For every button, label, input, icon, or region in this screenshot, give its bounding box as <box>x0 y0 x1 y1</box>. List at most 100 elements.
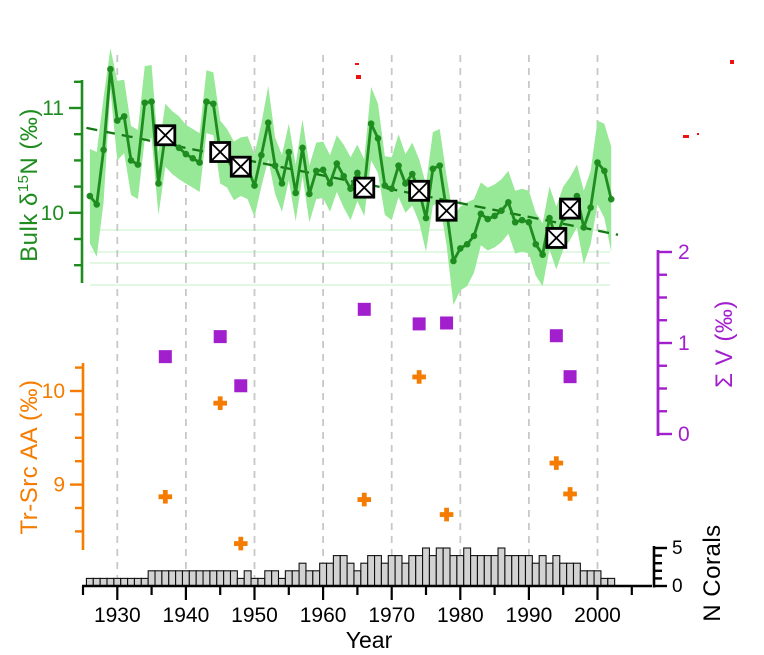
coral-histogram-bar <box>264 570 273 587</box>
bulk-point <box>518 216 526 224</box>
bulk-point <box>491 212 498 220</box>
coral-histogram-bar <box>463 547 472 587</box>
bulk-point <box>306 190 313 198</box>
coral-histogram-bar <box>545 562 554 587</box>
x-tick-label: 1950 <box>231 604 278 627</box>
coral-histogram-bar <box>394 555 403 587</box>
bulk-point <box>347 185 354 192</box>
coral-histogram-bar <box>161 570 170 587</box>
red-artifact-mark <box>356 75 361 79</box>
tr-src-tick-label: 10 <box>42 380 65 403</box>
bulk-point <box>505 199 512 206</box>
bulk-point <box>539 251 546 259</box>
bulk-d15n-axis-title: Bulk δ15N (‰) <box>16 65 44 305</box>
red-artifact-mark <box>697 133 699 135</box>
red-artifact-mark <box>730 60 734 64</box>
coral-histogram-bar <box>209 570 218 587</box>
coral-histogram-bar <box>243 570 252 587</box>
coral-histogram-bar <box>490 555 499 587</box>
coral-histogram-bar <box>538 555 547 587</box>
boxed-x-diagonal <box>230 156 251 177</box>
boxed-x-diagonal <box>354 177 375 198</box>
x-tick-label: 2000 <box>574 604 621 627</box>
bulk-point <box>134 161 142 168</box>
boxed-x-diagonal <box>559 198 581 219</box>
boxed-x-diagonal <box>210 141 231 163</box>
coral-histogram-bar <box>319 562 328 587</box>
bulk-point <box>86 192 94 200</box>
coral-histogram-bar <box>504 555 513 587</box>
bulk-point <box>587 204 594 211</box>
sigma-v-point <box>357 302 371 316</box>
sigma-v-point <box>234 379 248 393</box>
coral-histogram-bar <box>305 570 314 587</box>
bulk-point <box>326 180 334 187</box>
sigma-v-point <box>549 329 563 343</box>
bulk-point <box>498 207 505 215</box>
bulk-point <box>422 214 430 222</box>
sigma-v-point <box>412 317 426 331</box>
confidence-band <box>89 48 612 306</box>
bulk-point <box>271 162 279 169</box>
bulk-point <box>340 172 347 180</box>
coral-histogram-bar <box>572 562 581 587</box>
coral-histogram-bar <box>476 555 485 587</box>
bulk-point <box>189 155 197 162</box>
bulk-point <box>258 151 265 159</box>
bulk-point <box>607 195 615 203</box>
coral-histogram-bar <box>470 555 478 587</box>
n-corals-tick-label: 0 <box>672 576 683 597</box>
bulk-point <box>463 240 471 248</box>
boxed-x-diagonal <box>436 200 457 221</box>
coral-histogram-bar <box>518 555 527 587</box>
coral-histogram-bar <box>229 570 238 587</box>
bulk-point <box>319 166 327 174</box>
bulk-point <box>100 146 107 154</box>
bulk-point <box>196 159 203 166</box>
bulk-point <box>127 157 135 164</box>
coral-histogram-bar <box>195 570 204 587</box>
bulk-point <box>148 98 155 106</box>
bulk-point <box>450 257 457 265</box>
bulk-point <box>573 192 581 200</box>
coral-histogram-bar <box>579 570 588 587</box>
coral-histogram-bar <box>360 562 369 587</box>
bulk-point <box>381 182 389 189</box>
coral-histogram-bar <box>367 555 376 587</box>
bulk-point <box>107 65 114 73</box>
x-tick-label: 1940 <box>163 604 210 627</box>
bulk-point <box>285 148 293 156</box>
bulk-tick-label: 10 <box>41 202 64 225</box>
bulk-point <box>374 135 382 142</box>
bulk-point <box>292 189 299 197</box>
bulk-point <box>525 218 533 226</box>
bulk-point <box>594 159 601 166</box>
coral-histogram-bar <box>216 570 225 587</box>
coral-histogram-bar <box>435 547 444 587</box>
coral-histogram-bar <box>586 570 595 587</box>
bulk-point <box>580 224 588 231</box>
sigma-v-tick-label: 0 <box>678 423 690 446</box>
coral-histogram-bar <box>312 570 321 587</box>
coral-histogram-bar <box>353 570 362 587</box>
bulk-point <box>278 180 286 187</box>
bulk-point <box>312 167 320 175</box>
coral-histogram-bar <box>408 555 417 587</box>
coral-histogram-bar <box>559 562 568 587</box>
bulk-point <box>114 117 121 124</box>
sigma-v-point <box>158 350 172 364</box>
bulk-point <box>155 180 162 187</box>
coral-histogram-bar <box>531 562 540 587</box>
bulk-point <box>203 98 210 106</box>
coral-histogram-bar <box>552 555 561 587</box>
coral-histogram-bar <box>271 570 280 587</box>
bulk-point <box>402 180 409 187</box>
coral-histogram-bar <box>147 570 156 587</box>
boxed-x-diagonal <box>155 125 176 146</box>
x-tick-label: 1980 <box>437 604 484 627</box>
bulk-point <box>141 99 149 107</box>
coral-histogram-bar <box>373 555 382 587</box>
coral-histogram-bar <box>168 570 177 587</box>
coral-histogram-bar <box>325 562 334 587</box>
